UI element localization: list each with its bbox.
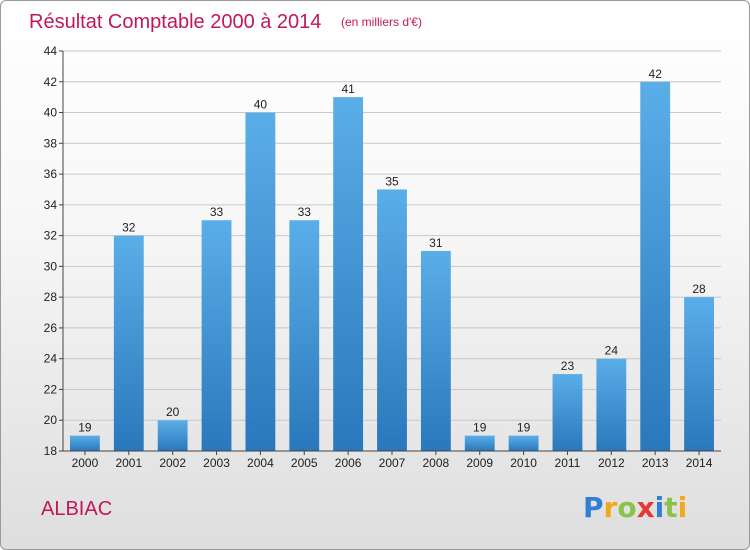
bar xyxy=(333,97,364,452)
bar xyxy=(640,81,671,452)
x-tick-label: 2002 xyxy=(159,456,186,470)
y-tick-label: 44 xyxy=(44,44,58,58)
y-tick-label: 26 xyxy=(44,321,58,335)
x-tick-label: 2011 xyxy=(555,456,581,470)
bar xyxy=(508,435,539,451)
bars: 19 32 20 33 40 33 41 35 31 19 19 23 24 42 28 xyxy=(70,67,714,452)
x-tick-label: 2003 xyxy=(203,456,230,470)
y-tick-label: 18 xyxy=(44,444,58,458)
y-tick-label: 40 xyxy=(44,106,58,120)
bar xyxy=(157,420,188,451)
bar xyxy=(596,358,627,451)
data-label: 19 xyxy=(78,421,92,435)
x-tick-label: 2009 xyxy=(466,456,493,470)
logo-letter: r xyxy=(604,491,618,524)
y-tick-label: 36 xyxy=(44,167,58,181)
y-tick-label: 22 xyxy=(44,382,58,396)
y-tick-label: 32 xyxy=(44,229,58,243)
x-tick-label: 2010 xyxy=(510,456,537,470)
bar xyxy=(552,374,583,451)
logo-letter: o xyxy=(617,491,636,524)
bar xyxy=(113,235,144,451)
data-label: 42 xyxy=(649,67,663,81)
x-tick-label: 2008 xyxy=(423,456,450,470)
bar xyxy=(201,220,232,451)
x-tick-label: 2012 xyxy=(598,456,625,470)
data-label: 20 xyxy=(166,405,180,419)
bar xyxy=(70,435,100,451)
data-label: 40 xyxy=(254,98,268,112)
bar xyxy=(377,189,407,451)
logo-letter: P xyxy=(583,491,604,524)
y-tick-label: 20 xyxy=(44,413,58,427)
chart-title: Résultat Comptable 2000 à 2014 (en milli… xyxy=(29,11,422,33)
y-tick-label: 38 xyxy=(44,136,58,150)
x-axis: 2000 2001 2002 2003 2004 2005 2006 2007 2008 2009… xyxy=(63,450,721,470)
logo-letter: t xyxy=(664,491,677,524)
bar xyxy=(245,112,276,452)
y-tick-label: 34 xyxy=(44,198,58,212)
commune-name: ALBIAC xyxy=(41,498,112,520)
data-label: 35 xyxy=(385,174,399,188)
logo-letter: i xyxy=(655,491,665,524)
logo-letter: i xyxy=(678,491,688,524)
data-label: 24 xyxy=(605,344,619,358)
y-tick-label: 28 xyxy=(44,290,58,304)
x-tick-label: 2007 xyxy=(379,456,406,470)
data-label: 19 xyxy=(517,421,531,435)
x-tick-label: 2014 xyxy=(686,456,713,470)
data-label: 19 xyxy=(473,421,487,435)
chart-subtitle: (en milliers d'€) xyxy=(341,15,422,29)
y-tick-label: 24 xyxy=(44,352,58,366)
logo-letter: x xyxy=(637,491,655,524)
proxiti-logo: Proxiti xyxy=(583,491,687,524)
chart-title-text: Résultat Comptable 2000 à 2014 xyxy=(29,11,321,33)
bar xyxy=(420,251,451,451)
data-label: 31 xyxy=(429,236,443,250)
data-label: 23 xyxy=(561,359,575,373)
x-tick-label: 2013 xyxy=(642,456,669,470)
x-tick-label: 2006 xyxy=(335,456,362,470)
data-label: 32 xyxy=(122,221,136,235)
x-tick-label: 2001 xyxy=(115,456,142,470)
x-tick-label: 2000 xyxy=(72,456,99,470)
x-tick-label: 2005 xyxy=(291,456,318,470)
data-label: 28 xyxy=(692,282,706,296)
bar xyxy=(464,435,495,451)
data-label: 41 xyxy=(341,82,355,96)
bar xyxy=(289,220,320,451)
data-label: 33 xyxy=(210,205,224,219)
x-tick-label: 2004 xyxy=(247,456,274,470)
y-axis: 18 20 22 24 26 28 30 32 34 36 38 40 42 44 xyxy=(44,44,64,458)
y-tick-label: 42 xyxy=(44,75,58,89)
bar xyxy=(684,297,714,451)
y-tick-label: 30 xyxy=(44,259,58,273)
data-label: 33 xyxy=(298,205,312,219)
